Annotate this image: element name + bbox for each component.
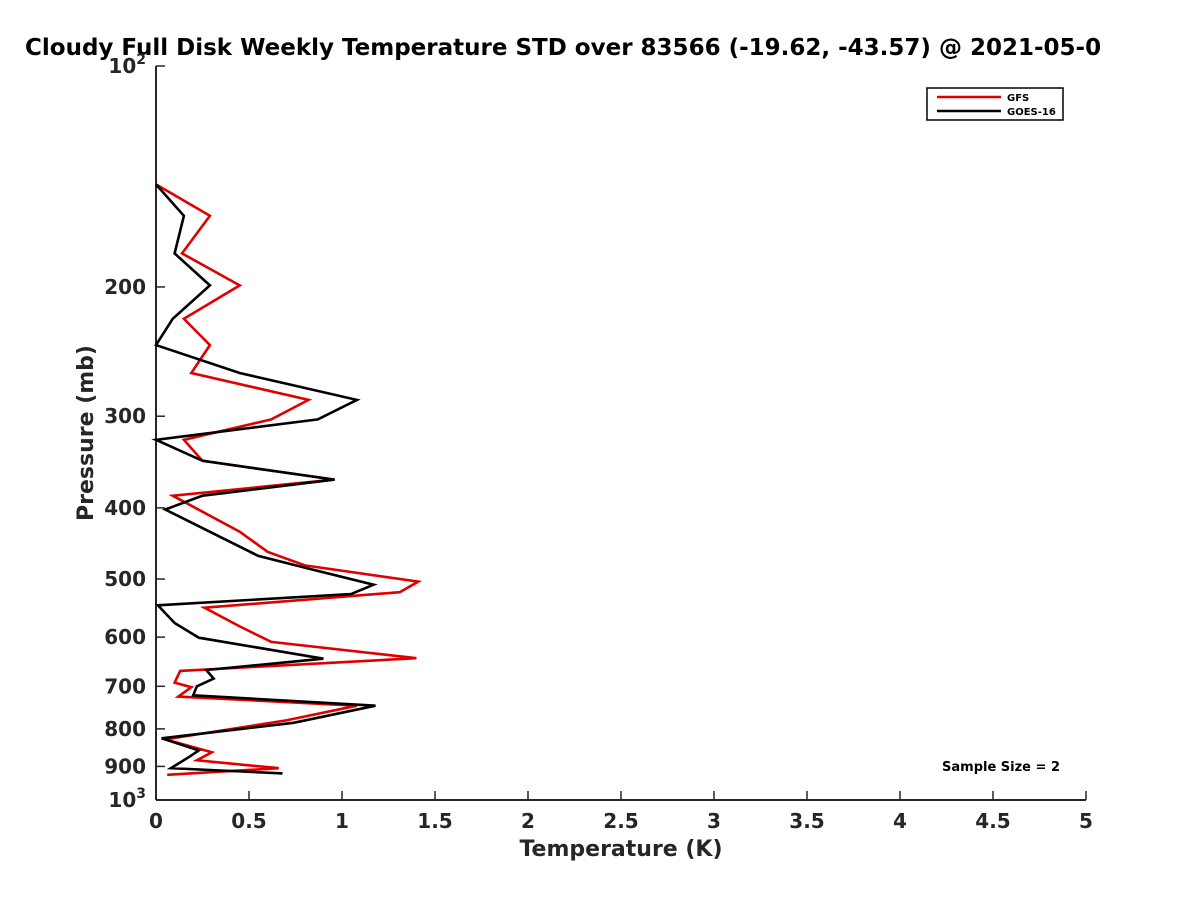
plot-frame	[155, 66, 1086, 801]
x-tick-label: 4	[893, 809, 907, 833]
legend: GFS GOES-16	[926, 87, 1064, 121]
x-axis-ticks: 0 0.5 1 1.5 2 2.5 3 3.5 4 4.5 5	[149, 791, 1093, 833]
x-tick-label: 1.5	[417, 809, 452, 833]
y-tick-label-base: 200	[104, 275, 146, 299]
x-tick-label: 0	[149, 809, 163, 833]
y-tick-label: 400	[104, 496, 146, 520]
y-tick-label-base: 800	[104, 717, 146, 741]
y-tick-label-exponent: 2	[136, 52, 146, 68]
y-tick-label-exponent: 3	[136, 786, 146, 802]
y-tick-label: 103	[108, 786, 146, 812]
legend-box	[926, 87, 1064, 121]
y-tick-label: 500	[104, 567, 146, 591]
y-tick-label-base: 10	[108, 788, 136, 812]
chart-title: Cloudy Full Disk Weekly Temperature STD …	[25, 35, 1101, 61]
series-lines	[151, 183, 423, 777]
legend-label: GOES-16	[1007, 107, 1056, 118]
y-tick-label-base: 300	[104, 404, 146, 428]
x-tick-label: 2	[521, 809, 535, 833]
x-tick-label: 2.5	[603, 809, 638, 833]
y-tick-label: 600	[104, 625, 146, 649]
series-line-goes-16	[151, 183, 378, 775]
y-tick-label-base: 700	[104, 674, 146, 698]
sample-size-annotation: Sample Size = 2	[942, 760, 1060, 775]
y-tick-label-base: 10	[108, 54, 136, 78]
y-tick-label: 800	[104, 717, 146, 741]
x-tick-label: 1	[335, 809, 349, 833]
series-line-gfs	[155, 183, 423, 777]
legend-label: GFS	[1007, 93, 1029, 104]
y-tick-label-base: 900	[104, 754, 146, 778]
y-axis-label: Pressure (mb)	[74, 345, 99, 521]
x-tick-label: 3	[707, 809, 721, 833]
y-tick-label: 900	[104, 754, 146, 778]
y-tick-label: 200	[104, 275, 146, 299]
y-tick-label-base: 500	[104, 567, 146, 591]
y-tick-label: 102	[108, 52, 146, 78]
y-tick-label: 700	[104, 674, 146, 698]
y-tick-label-base: 600	[104, 625, 146, 649]
x-tick-label: 4.5	[975, 809, 1010, 833]
y-tick-label: 300	[104, 404, 146, 428]
x-tick-label: 5	[1079, 809, 1093, 833]
y-tick-label-base: 400	[104, 496, 146, 520]
x-tick-label: 0.5	[231, 809, 266, 833]
x-axis-label: Temperature (K)	[519, 837, 722, 862]
x-tick-label: 3.5	[789, 809, 824, 833]
